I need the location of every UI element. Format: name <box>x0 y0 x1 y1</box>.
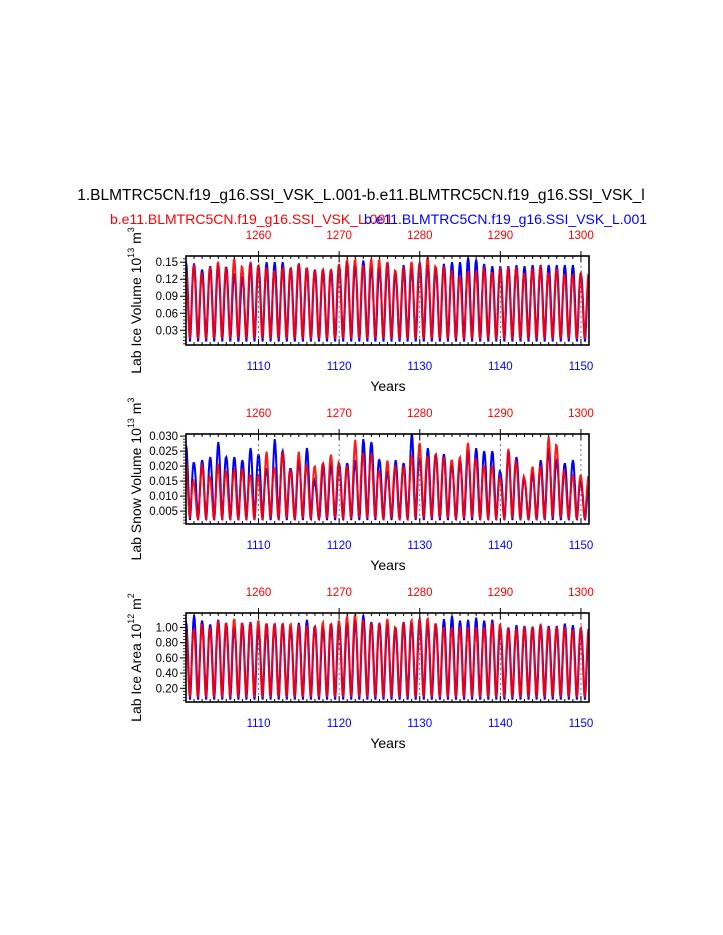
series-line-red <box>186 613 589 698</box>
x-tick-label-bottom: 1110 <box>247 361 271 373</box>
y-label-unit-exponent: 3 <box>126 398 136 403</box>
y-tick-label: 0.60 <box>156 653 178 665</box>
x-axis-label: Years <box>370 557 405 573</box>
x-axis-label: Years <box>370 735 405 751</box>
legend-case1-label: b.e11.BLMTRC5CN.f19_g16.SSI_VSK_L.001 <box>110 211 393 227</box>
x-tick-label-top: 1270 <box>326 408 352 420</box>
legend-case2-label: b.e11.BLMTRC5CN.f19_g16.SSI_VSK_L.001 <box>364 211 647 227</box>
x-tick-label-bottom: 1130 <box>407 361 432 373</box>
y-label-text: Lab Ice Volume 10 <box>128 258 144 374</box>
y-label-exponent: 13 <box>126 418 136 428</box>
x-tick-label-bottom: 1140 <box>488 718 513 730</box>
panel-ice-volume: 1110 1260 1120 1270 1130 1280 1140 1290 1150 1300… <box>126 227 594 394</box>
y-tick-label: 0.025 <box>149 446 178 458</box>
y-axis-label: Lab Snow Volume 1013 m3 <box>126 398 144 561</box>
y-tick-label: 1.00 <box>156 622 178 634</box>
y-tick-label: 0.15 <box>156 257 178 269</box>
x-tick-label-top: 1260 <box>246 230 272 242</box>
x-tick-label-bottom: 1150 <box>569 361 594 373</box>
x-tick-label-top: 1280 <box>407 408 433 420</box>
y-tick-label: 0.40 <box>156 668 178 680</box>
y-tick-label: 0.09 <box>156 291 178 303</box>
y-tick-label: 0.06 <box>156 308 178 320</box>
y-tick-label: 0.03 <box>156 325 178 337</box>
x-tick-label-top: 1300 <box>568 408 594 420</box>
x-tick-label-bottom: 1150 <box>569 540 594 552</box>
y-label-exponent: 13 <box>126 248 136 258</box>
y-tick-label: 0.005 <box>149 506 178 518</box>
x-tick-label-top: 1300 <box>568 587 594 599</box>
y-label-unit: m <box>128 598 144 614</box>
y-label-unit-exponent: 3 <box>126 227 136 232</box>
figure-title: 1.BLMTRC5CN.f19_g16.SSI_VSK_L.001-b.e11.… <box>77 187 645 204</box>
x-tick-label-top: 1260 <box>246 587 272 599</box>
y-label-exponent: 12 <box>126 614 136 624</box>
y-tick-label: 0.015 <box>149 476 178 488</box>
x-tick-label-bottom: 1130 <box>407 540 432 552</box>
y-tick-label: 0.12 <box>156 274 178 286</box>
y-label-unit-exponent: 2 <box>126 593 136 598</box>
y-tick-label: 0.20 <box>156 683 178 695</box>
x-tick-label-bottom: 1130 <box>407 718 432 730</box>
y-axis-label: Lab Ice Volume 1013 m3 <box>126 227 144 374</box>
x-tick-label-top: 1270 <box>326 230 352 242</box>
series-line-red <box>186 256 589 340</box>
series-line-red <box>186 436 589 523</box>
x-tick-label-bottom: 1110 <box>247 540 271 552</box>
panel-snow-volume: 1110 1260 1120 1270 1130 1280 1140 1290 1150 1300… <box>126 398 594 573</box>
x-tick-label-bottom: 1140 <box>488 361 513 373</box>
y-label-unit: m <box>128 403 144 419</box>
x-tick-label-bottom: 1120 <box>327 361 352 373</box>
x-tick-label-top: 1290 <box>488 230 514 242</box>
y-tick-label: 0.010 <box>149 491 178 503</box>
x-tick-label-bottom: 1150 <box>569 718 594 730</box>
y-label-text: Lab Ice Area 10 <box>128 624 144 722</box>
x-tick-label-top: 1270 <box>326 587 352 599</box>
y-tick-label: 0.80 <box>156 638 178 650</box>
x-tick-label-bottom: 1110 <box>247 718 271 730</box>
x-tick-label-bottom: 1120 <box>327 540 352 552</box>
x-tick-label-top: 1280 <box>407 230 433 242</box>
panel-ice-area: 1110 1260 1120 1270 1130 1280 1140 1290 1150 1300… <box>126 587 594 751</box>
y-axis-label: Lab Ice Area 1012 m2 <box>126 593 144 722</box>
x-tick-label-bottom: 1140 <box>488 540 513 552</box>
y-label-text: Lab Snow Volume 10 <box>128 428 144 561</box>
x-tick-label-top: 1260 <box>246 408 272 420</box>
x-tick-label-bottom: 1120 <box>327 718 352 730</box>
x-tick-label-top: 1290 <box>488 587 514 599</box>
y-tick-label: 0.030 <box>149 431 178 443</box>
x-tick-label-top: 1290 <box>488 408 514 420</box>
x-axis-label: Years <box>370 378 405 394</box>
x-tick-label-top: 1300 <box>568 230 594 242</box>
y-tick-label: 0.020 <box>149 461 178 473</box>
y-label-unit: m <box>128 232 144 248</box>
x-tick-label-top: 1280 <box>407 587 433 599</box>
